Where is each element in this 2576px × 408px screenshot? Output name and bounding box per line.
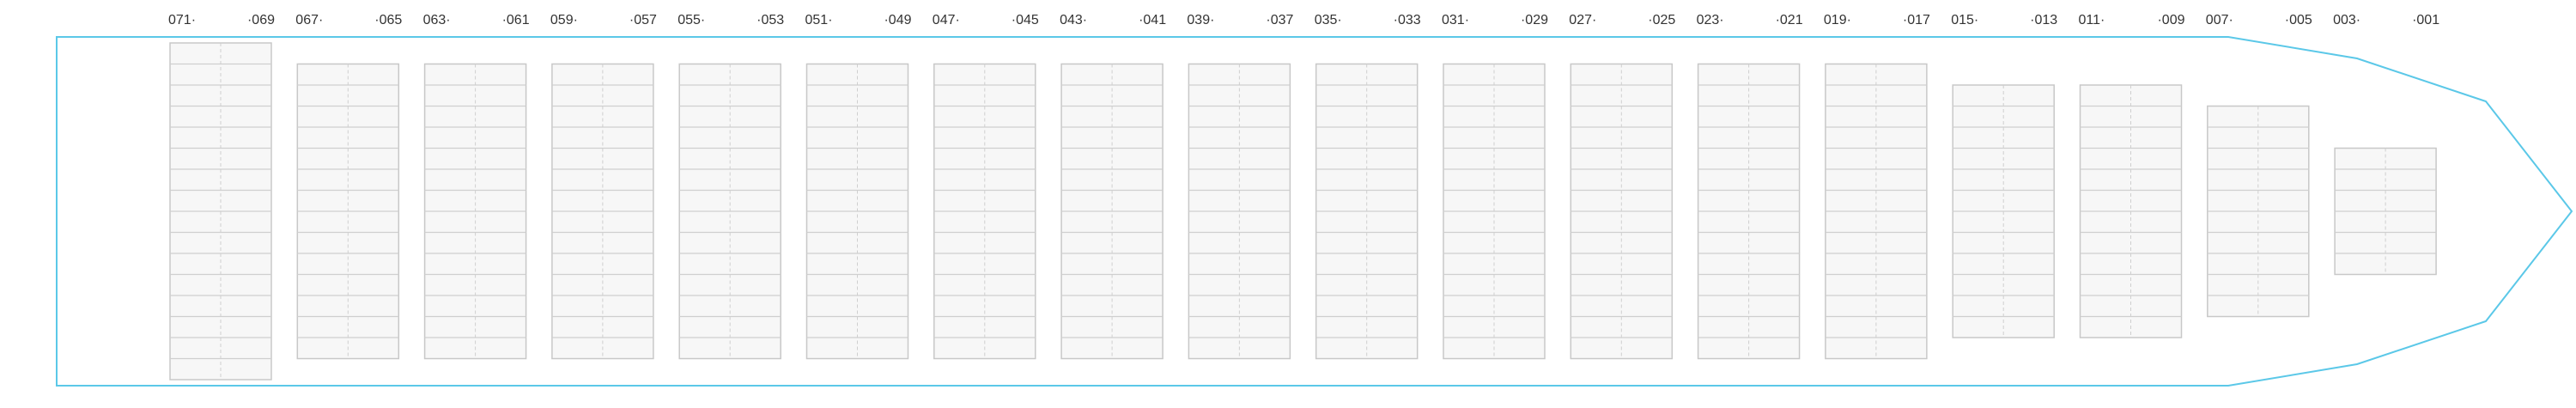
bay-block[interactable] bbox=[2079, 84, 2183, 338]
bay-block[interactable] bbox=[2334, 147, 2437, 276]
bay-block[interactable] bbox=[678, 63, 781, 360]
bay-blocks bbox=[169, 42, 2437, 381]
bay-label-right: ·017 bbox=[1903, 13, 1930, 27]
bay-label-left: 071· bbox=[168, 13, 196, 27]
bay-block[interactable] bbox=[805, 63, 909, 360]
bay-block[interactable] bbox=[1060, 63, 1163, 360]
bay-block[interactable] bbox=[1825, 63, 1928, 360]
bay-label-left: 055· bbox=[677, 13, 705, 27]
bay-label-right: ·065 bbox=[374, 13, 402, 27]
vessel-hull-outline bbox=[56, 36, 2573, 387]
bay-block[interactable] bbox=[1952, 84, 2055, 338]
bay-block[interactable] bbox=[551, 63, 654, 360]
bay-label-left: 011· bbox=[2079, 13, 2105, 27]
bay-label-left: 051· bbox=[805, 13, 833, 27]
bay-label-left: 043· bbox=[1060, 13, 1087, 27]
bay-label-left: 047· bbox=[933, 13, 960, 27]
bay-label-right: ·005 bbox=[2285, 13, 2312, 27]
bay-label-right: ·045 bbox=[1012, 13, 1039, 27]
bay-block[interactable] bbox=[1315, 63, 1419, 360]
bay-label-right: ·009 bbox=[2157, 13, 2184, 27]
bay-label-left: 063· bbox=[423, 13, 451, 27]
bay-label-right: ·025 bbox=[1648, 13, 1675, 27]
bay-label-left: 015· bbox=[1951, 13, 1978, 27]
bay-label-left: 023· bbox=[1697, 13, 1724, 27]
bay-label-right: ·069 bbox=[247, 13, 275, 27]
bay-block[interactable] bbox=[1570, 63, 1674, 360]
bay-label-left: 039· bbox=[1187, 13, 1214, 27]
bay-label-right: ·041 bbox=[1139, 13, 1166, 27]
bay-label-left: 007· bbox=[2206, 13, 2233, 27]
bay-label-left: 031· bbox=[1442, 13, 1469, 27]
bay-label-left: 067· bbox=[295, 13, 323, 27]
bay-block[interactable] bbox=[1188, 63, 1291, 360]
bay-label-right: ·013 bbox=[2030, 13, 2057, 27]
bay-block[interactable] bbox=[1443, 63, 1546, 360]
bay-label-right: ·037 bbox=[1266, 13, 1293, 27]
bay-block[interactable] bbox=[933, 63, 1036, 360]
bay-label-left: 035· bbox=[1315, 13, 1342, 27]
bay-label-right: ·049 bbox=[884, 13, 911, 27]
bay-label-right: ·033 bbox=[1394, 13, 1421, 27]
bay-block[interactable] bbox=[423, 63, 527, 360]
bay-block[interactable] bbox=[169, 42, 272, 381]
bay-label-right: ·061 bbox=[502, 13, 530, 27]
bay-label-left: 003· bbox=[2333, 13, 2360, 27]
bay-label-left: 027· bbox=[1569, 13, 1596, 27]
bay-label-right: ·029 bbox=[1521, 13, 1548, 27]
bay-label-right: ·021 bbox=[1776, 13, 1803, 27]
bay-block[interactable] bbox=[1697, 63, 1801, 360]
bay-label-left: 059· bbox=[550, 13, 578, 27]
bay-labels: 071· ·069 067· ·065 063· ·061 059· ·057 055· ·053… bbox=[168, 13, 2439, 27]
bay-label-right: ·057 bbox=[629, 13, 657, 27]
bay-label-left: 019· bbox=[1824, 13, 1851, 27]
bay-label-right: ·053 bbox=[756, 13, 784, 27]
bay-block[interactable] bbox=[2207, 105, 2310, 318]
bay-label-right: ·001 bbox=[2412, 13, 2439, 27]
bay-block[interactable] bbox=[296, 63, 400, 360]
